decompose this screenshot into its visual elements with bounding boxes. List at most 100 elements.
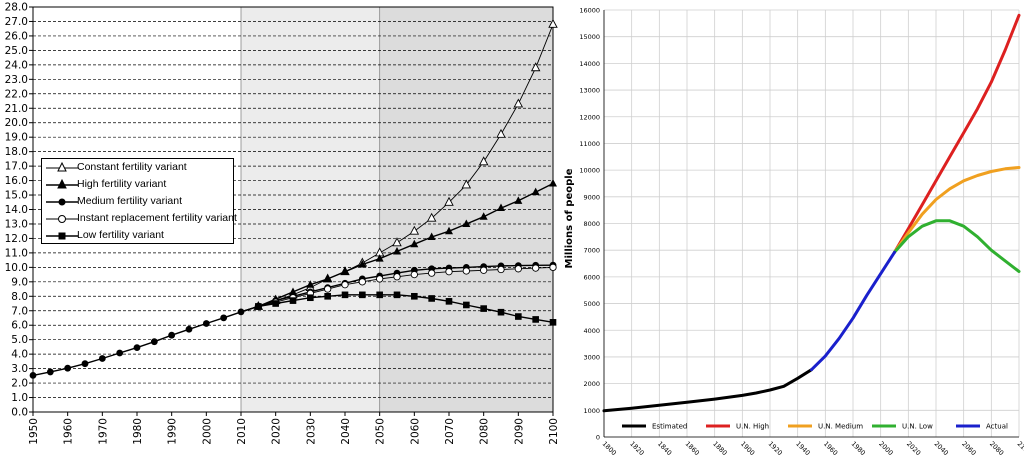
data-point-1 (410, 239, 419, 248)
data-point-1 (375, 254, 384, 262)
x-tick-label: 2020 (905, 440, 922, 457)
filled-triangle-marker-icon (46, 178, 78, 189)
y-tick-label: 24.0 (5, 59, 28, 71)
y-tick-label: 14.0 (5, 204, 28, 216)
data-point-1 (549, 178, 557, 187)
y-tick-label: 8.0 (11, 291, 28, 303)
legend-item-medium: Medium fertility variant (42, 193, 233, 210)
data-point-1 (358, 259, 367, 268)
data-point-4 (532, 316, 539, 323)
x-tick-label: 1820 (628, 440, 645, 457)
fertility-legend: Constant fertility variant High fertilit… (41, 158, 237, 244)
history-point (185, 325, 193, 333)
data-point-1 (393, 246, 401, 255)
legend-item-low: Low fertility variant (42, 227, 233, 244)
data-point-1 (289, 287, 297, 295)
y-tick-label: 3.0 (11, 363, 28, 375)
y-tick-label: 8000 (583, 220, 600, 228)
data-point-4 (411, 292, 418, 300)
data-point-1 (479, 212, 488, 220)
data-point-1 (427, 232, 436, 240)
x-tick-label: 2050 (375, 418, 387, 445)
y-tick-label: 10.0 (5, 262, 28, 274)
y-axis-label: Millions of people (564, 168, 575, 268)
data-point-4 (341, 291, 349, 299)
history-point (98, 355, 106, 362)
filled-circle-marker-icon (46, 198, 78, 206)
y-tick-label: 4000 (583, 327, 600, 335)
y-tick-label: 6000 (583, 273, 600, 281)
data-point-4 (515, 313, 522, 320)
data-point-4 (289, 297, 297, 304)
data-point-1 (462, 219, 471, 227)
world-population-chart: 1800 1820 1840 1860 1880 1900 1920 1940 1960 1980… (560, 0, 1024, 460)
data-point-4 (324, 292, 331, 300)
y-tick-label: 12.0 (5, 233, 28, 245)
data-point-3 (428, 269, 436, 277)
legend-label: U.N. High (736, 423, 769, 431)
legend-label: U.N. Medium (818, 423, 863, 431)
y-tick-label: 20.0 (5, 117, 28, 129)
y-tick-label: 19.0 (5, 132, 28, 144)
y-tick-label: 12000 (579, 113, 600, 121)
y-tick-label: 16.0 (5, 175, 28, 187)
legend-label-instant: Instant replacement fertility variant (77, 212, 237, 224)
legend-label: Estimated (652, 423, 687, 431)
data-point-0 (513, 98, 524, 108)
x-tick-label: 2080 (479, 418, 491, 445)
x-tick-label: 1900 (739, 440, 756, 457)
data-point-4 (497, 308, 505, 316)
data-point-0 (530, 62, 541, 72)
x-tick-label: 2100 (1016, 440, 1024, 457)
x-tick-label: 2000 (877, 440, 894, 457)
x-tick-label: 2060 (960, 440, 977, 457)
data-point-3 (497, 265, 505, 274)
x-tick-label: 1800 (601, 440, 618, 457)
legend-item-instant: Instant replacement fertility variant (42, 210, 237, 227)
data-point-4 (359, 291, 366, 299)
data-point-1 (531, 187, 540, 196)
x-tick-label: 2090 (513, 418, 525, 445)
y-tick-label: 13.0 (5, 218, 28, 230)
y-tick-label: 3000 (583, 353, 600, 361)
y-tick-label: 1000 (583, 407, 600, 415)
legend-label: U.N. Low (902, 423, 933, 431)
data-point-4 (428, 295, 435, 302)
history-point (150, 338, 158, 346)
data-point-3 (480, 266, 488, 274)
data-point-0 (496, 128, 506, 138)
series-line-4 (810, 250, 896, 372)
plot-frame (32, 6, 554, 413)
data-point-4 (255, 303, 262, 310)
open-triangle-marker-icon (46, 161, 78, 172)
data-point-0 (392, 237, 402, 247)
history-point (46, 368, 54, 376)
data-point-3 (393, 273, 401, 281)
y-tick-label: 18.0 (5, 146, 28, 158)
y-tick-label: 10000 (579, 167, 600, 175)
data-point-0 (409, 225, 420, 235)
history-point (168, 331, 176, 339)
x-tick-label: 2060 (409, 418, 421, 445)
y-tick-label: 14000 (579, 60, 600, 68)
series-line-2 (893, 166, 1021, 254)
x-tick-label: 2010 (236, 418, 248, 445)
x-tick-label: 1980 (132, 418, 144, 445)
fertility-variants-chart: 0.0 1.0 2.0 3.0 4.0 5.0 6.0 7.0 8.0 9.0 10.0 11.0 12… (5, 2, 560, 445)
y-tick-label: 0 (596, 434, 600, 442)
y-tick-label: 27.0 (5, 16, 28, 28)
x-tick-label: 2000 (201, 418, 213, 445)
x-tick-label: 1880 (711, 440, 728, 457)
x-tick-label: 2080 (988, 440, 1005, 457)
x-tick-label: 2030 (305, 418, 317, 445)
world-population-svg: 1800 1820 1840 1860 1880 1900 1920 1940 1960 1980… (564, 7, 1024, 458)
data-point-3 (341, 281, 349, 289)
data-point-1 (497, 203, 505, 212)
y-tick-label: 16000 (579, 7, 600, 15)
legend-item-constant: Constant fertility variant (42, 159, 233, 176)
legend-label-low: Low fertility variant (77, 229, 164, 241)
y-tick-label: 21.0 (5, 103, 28, 115)
y-tick-label: 7000 (583, 247, 600, 255)
history-point (237, 308, 245, 316)
legend-label-high: High fertility variant (77, 178, 167, 190)
